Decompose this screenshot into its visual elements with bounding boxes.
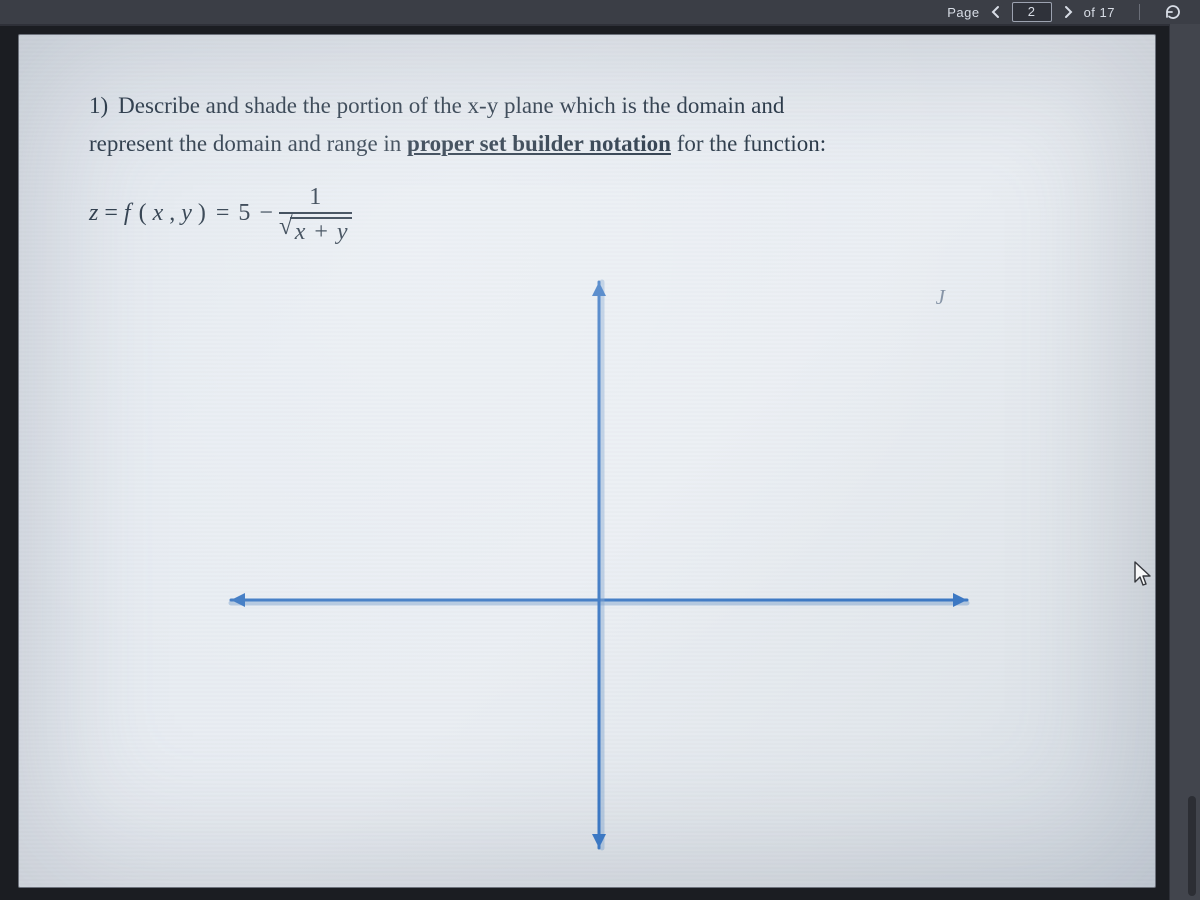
formula-comma: , xyxy=(169,200,175,227)
page-total: of 17 xyxy=(1084,5,1115,20)
cursor-icon xyxy=(1132,560,1154,593)
formula-minus: − xyxy=(259,200,273,227)
formula-five: 5 xyxy=(238,200,250,227)
chevron-right-icon xyxy=(1062,5,1074,19)
radicand: x + y xyxy=(290,217,352,245)
viewer-toolbar: Page 2 of 17 xyxy=(0,0,1200,26)
formula-y: y xyxy=(181,200,192,227)
question-text: 1) Describe and shade the portion of the … xyxy=(89,87,1085,163)
page-indicator: Page 2 of 17 xyxy=(947,2,1115,22)
question-underlined: proper set builder notation xyxy=(407,131,671,156)
next-page-button[interactable] xyxy=(1062,5,1074,19)
scrollbar-rail[interactable] xyxy=(1169,24,1200,900)
formula-close: ) xyxy=(198,200,206,227)
coordinate-axes xyxy=(219,270,979,860)
question-number: 1) xyxy=(89,93,108,118)
formula-open: ( xyxy=(139,200,147,227)
formula-eq1: = xyxy=(104,200,118,227)
page-number-input[interactable]: 2 xyxy=(1012,2,1052,22)
question-line-2a: represent the domain and range in xyxy=(89,131,407,156)
formula-fraction: 1 √ x + y xyxy=(279,185,352,245)
formula: z = f (x,y) = 5 − 1 √ x + y xyxy=(89,183,352,243)
page-label: Page xyxy=(947,5,979,20)
formula-eq2: = xyxy=(216,200,230,227)
question-line-2b: for the function: xyxy=(671,131,826,156)
scrollbar-thumb[interactable] xyxy=(1188,796,1196,896)
question-line-1: Describe and shade the portion of the x-… xyxy=(118,93,784,118)
prev-page-button[interactable] xyxy=(990,5,1002,19)
formula-x: x xyxy=(153,200,164,227)
refresh-icon xyxy=(1164,3,1182,21)
radicand-x: x xyxy=(295,219,306,245)
radical: √ x + y xyxy=(279,217,352,245)
refresh-button[interactable] xyxy=(1164,3,1182,21)
fraction-numerator: 1 xyxy=(301,185,329,212)
radicand-y: y xyxy=(337,219,348,245)
radicand-plus: + xyxy=(314,219,328,245)
document-page: 1) Describe and shade the portion of the … xyxy=(18,34,1156,888)
formula-z: z xyxy=(89,200,98,227)
fraction-denominator: √ x + y xyxy=(279,214,352,245)
chevron-left-icon xyxy=(990,5,1002,19)
desktop: Page 2 of 17 1) Describe and shade the po… xyxy=(0,0,1200,900)
toolbar-divider xyxy=(1139,4,1140,20)
formula-f: f xyxy=(124,200,131,227)
